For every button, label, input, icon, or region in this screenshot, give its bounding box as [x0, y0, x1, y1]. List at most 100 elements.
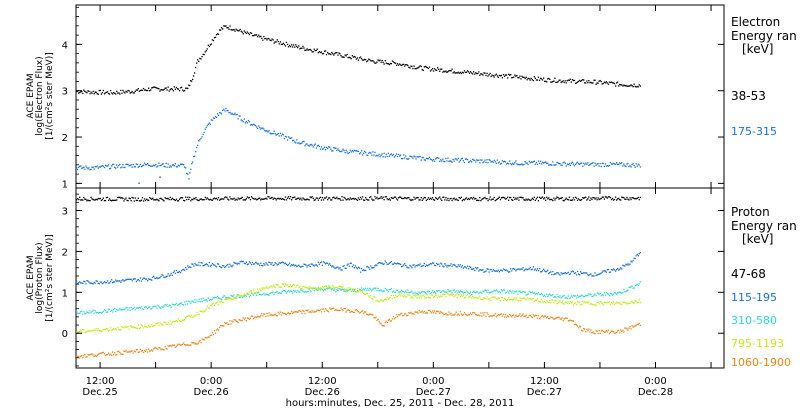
data-point [160, 348, 162, 351]
data-point [615, 292, 617, 294]
data-point [258, 197, 260, 200]
data-point [389, 62, 391, 65]
data-point [573, 295, 576, 297]
data-point [288, 286, 291, 288]
proton-panel-frame [75, 187, 725, 369]
data-point [468, 296, 471, 298]
data-point [156, 322, 158, 325]
data-point [564, 301, 566, 303]
data-point [608, 196, 611, 198]
data-point [137, 351, 139, 354]
data-point [501, 270, 504, 272]
data-point [490, 299, 492, 301]
data-point [552, 293, 554, 295]
data-point [292, 197, 294, 199]
data-point [455, 198, 457, 200]
data-point [521, 163, 523, 165]
data-point [466, 314, 469, 316]
data-point [447, 314, 449, 316]
data-point [411, 290, 413, 292]
data-point [212, 334, 215, 336]
data-point [216, 301, 219, 303]
data-point [239, 115, 241, 117]
data-point [299, 309, 301, 312]
data-point [219, 199, 221, 201]
data-point [511, 270, 513, 272]
data-point [188, 300, 190, 302]
data-point [153, 306, 155, 308]
data-point [189, 301, 191, 303]
data-point [163, 276, 165, 278]
data-point [397, 64, 400, 66]
data-point [222, 325, 224, 327]
data-point [223, 295, 225, 297]
data-point [341, 309, 343, 311]
data-point [85, 312, 87, 315]
data-point [579, 79, 581, 82]
data-point [200, 198, 202, 200]
data-point [240, 260, 242, 262]
data-point [260, 315, 262, 317]
data-point [446, 291, 448, 293]
data-point [193, 315, 195, 318]
data-point [338, 288, 340, 290]
data-point [464, 296, 467, 299]
data-point [243, 318, 245, 321]
data-point [140, 324, 143, 326]
data-point [318, 51, 320, 53]
data-point [516, 297, 518, 299]
data-point [351, 55, 353, 57]
data-point [378, 262, 380, 264]
data-point [303, 263, 305, 265]
data-point [501, 77, 504, 79]
data-point [557, 272, 559, 274]
data-point [324, 50, 327, 52]
data-point [298, 291, 300, 293]
data-point [465, 290, 468, 292]
data-point [89, 169, 91, 171]
data-point [241, 196, 243, 199]
data-point [543, 301, 545, 303]
data-point [612, 162, 615, 165]
data-point [350, 198, 352, 200]
data-point [270, 40, 272, 42]
data-point [500, 269, 503, 271]
data-point [585, 82, 587, 84]
data-point [136, 349, 138, 351]
data-point [324, 263, 327, 265]
data-point [194, 314, 196, 317]
data-point [335, 52, 337, 54]
data-point [619, 162, 621, 164]
data-point [392, 153, 395, 156]
data-point [452, 72, 454, 74]
data-point [459, 71, 461, 74]
data-point [184, 319, 186, 321]
data-point [421, 265, 423, 267]
data-point [233, 197, 235, 199]
data-point [356, 150, 359, 152]
data-point [361, 291, 364, 293]
data-point [405, 264, 407, 267]
data-point [364, 150, 366, 152]
data-point [418, 155, 420, 158]
data-point [181, 269, 184, 271]
data-point [108, 354, 111, 356]
data-point [305, 143, 307, 145]
data-point [98, 353, 100, 355]
data-point [279, 132, 281, 134]
data-point [136, 89, 138, 91]
data-point [638, 252, 640, 255]
data-point [81, 199, 83, 201]
data-point [92, 309, 94, 311]
data-point [461, 157, 463, 160]
data-point [455, 290, 457, 292]
data-point [79, 357, 81, 359]
data-point [606, 82, 608, 84]
data-point [301, 289, 303, 291]
data-point [634, 198, 636, 200]
data-point [572, 304, 575, 306]
data-point [482, 74, 484, 76]
data-point [638, 322, 640, 324]
data-point [157, 87, 159, 90]
